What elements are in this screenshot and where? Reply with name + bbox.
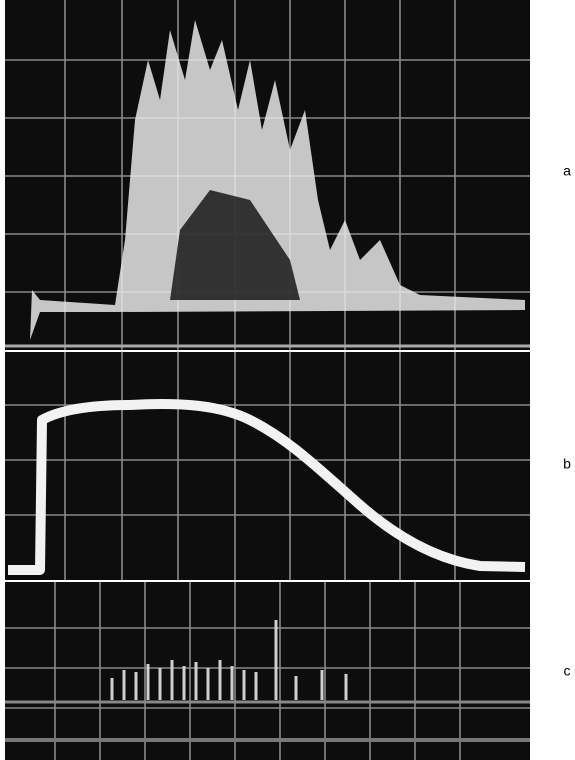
panel-c — [5, 582, 530, 760]
panel-label: a — [563, 163, 571, 179]
trace-a — [30, 20, 525, 340]
grid — [5, 352, 530, 580]
scope-screen — [5, 352, 530, 580]
panel-b — [5, 352, 530, 580]
panel-a — [5, 0, 530, 350]
trace-b — [8, 398, 526, 575]
panel-label: b — [563, 456, 571, 472]
trace-shadow — [170, 190, 300, 300]
trace-c — [110, 620, 348, 700]
panel-label: c — [564, 663, 571, 679]
grid — [5, 582, 530, 760]
scope-screen — [5, 582, 530, 760]
